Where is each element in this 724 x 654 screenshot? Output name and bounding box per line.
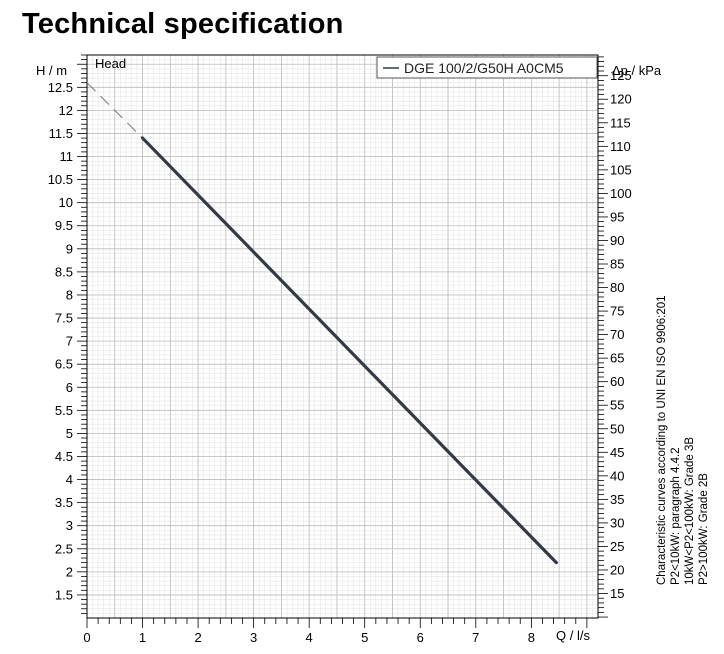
- bottom-tick-label: 2: [194, 630, 201, 645]
- right-tick-label: 120: [610, 92, 632, 107]
- left-tick-label: 11: [60, 149, 74, 164]
- left-tick-label: 9.5: [55, 218, 73, 233]
- left-tick-label: 3.5: [55, 495, 73, 510]
- left-tick-label: 12: [59, 103, 73, 118]
- right-tick-label: 110: [610, 139, 631, 154]
- right-tick-label: 105: [610, 162, 632, 177]
- left-axis-ticks: 1.5 2 2.5 3 3.5 4 4.5 5 5.5 6 6.5 7 7.5 8 8.5 9 9.5 10 10.…: [48, 54, 87, 614]
- left-tick-label: 9: [66, 241, 73, 256]
- left-tick-label: 12.5: [48, 80, 73, 95]
- bottom-tick-label: 0: [83, 630, 90, 645]
- right-tick-label: 30: [610, 515, 624, 530]
- bottom-tick-label: 4: [306, 630, 313, 645]
- note-line-2: P2<10kW: paragraph 4.4.2: [670, 447, 682, 585]
- legend: DGE 100/2/G50H A0CM5: [376, 56, 598, 79]
- right-tick-label: 25: [610, 539, 624, 554]
- bottom-tick-label: 6: [417, 630, 424, 645]
- bottom-tick-label: 7: [472, 630, 479, 645]
- right-tick-label: 125: [610, 68, 632, 83]
- right-tick-label: 95: [610, 209, 624, 224]
- left-tick-label: 3: [66, 518, 73, 533]
- legend-entry: DGE 100/2/G50H A0CM5: [404, 60, 564, 76]
- legend-box: [376, 56, 598, 79]
- right-axis-ticks: 15 20 25 30 35 40 45 50 55 60 65 70 75 80 85 90 95 100 105…: [598, 56, 632, 618]
- right-tick-label: 40: [610, 468, 624, 483]
- right-tick-label: 90: [610, 233, 624, 248]
- left-tick-label: 5: [66, 426, 73, 441]
- right-tick-label: 115: [610, 115, 631, 130]
- note-line-3: 10kW<P2<100kW: Grade 3B: [684, 436, 696, 585]
- note-line-4: P2>100kW: Grade 2B: [698, 473, 710, 585]
- left-tick-label: 7.5: [55, 311, 73, 326]
- right-tick-label: 45: [610, 445, 624, 460]
- bottom-tick-label: 5: [361, 630, 368, 645]
- left-tick-label: 7: [66, 334, 73, 349]
- bottom-axis-ticks: 0 1 2 3 4 5 6 7 8: [83, 618, 588, 645]
- right-tick-label: 55: [610, 398, 624, 413]
- right-tick-label: 60: [610, 374, 624, 389]
- left-tick-label: 8.5: [55, 264, 73, 279]
- left-axis-label: H / m: [36, 63, 67, 78]
- right-tick-label: 50: [610, 421, 624, 436]
- right-axis-label: Δp / kPa: [612, 63, 662, 78]
- right-tick-label: 35: [610, 492, 624, 507]
- left-tick-label: 2: [66, 564, 73, 579]
- left-tick-label: 11.5: [49, 126, 73, 141]
- bottom-axis-label: Q / l/s: [556, 628, 590, 643]
- left-tick-label: 1.5: [55, 587, 73, 602]
- left-tick-label: 4: [66, 472, 73, 487]
- bottom-tick-label: 1: [139, 630, 146, 645]
- left-tick-label: 10: [59, 195, 73, 210]
- left-tick-label: 10.5: [48, 172, 73, 187]
- right-tick-label: 100: [610, 186, 632, 201]
- left-tick-label: 6.5: [55, 357, 73, 372]
- page-title: Technical specification: [22, 8, 344, 40]
- series-layer: [86, 82, 558, 565]
- right-tick-label: 80: [610, 280, 624, 295]
- right-tick-label: 75: [610, 304, 624, 319]
- bottom-tick-label: 8: [528, 630, 535, 645]
- right-tick-label: 15: [610, 586, 624, 601]
- left-tick-label: 4.5: [55, 449, 73, 464]
- right-tick-label: 20: [610, 562, 624, 577]
- left-tick-label: 2.5: [55, 541, 73, 556]
- head-curve-line: [140, 136, 558, 565]
- right-tick-label: 70: [610, 327, 624, 342]
- major-grid: [87, 55, 598, 618]
- right-tick-label: 65: [610, 351, 624, 366]
- bottom-tick-label: 3: [250, 630, 257, 645]
- note-line-1: Characteristic curves according to UNI E…: [656, 295, 668, 585]
- extrapolated-curve-dashed: [86, 82, 143, 139]
- right-tick-label: 85: [610, 257, 624, 272]
- left-tick-label: 6: [66, 380, 73, 395]
- chart-title: Head: [95, 56, 126, 71]
- left-tick-label: 5.5: [55, 403, 73, 418]
- left-tick-label: 8: [66, 287, 73, 302]
